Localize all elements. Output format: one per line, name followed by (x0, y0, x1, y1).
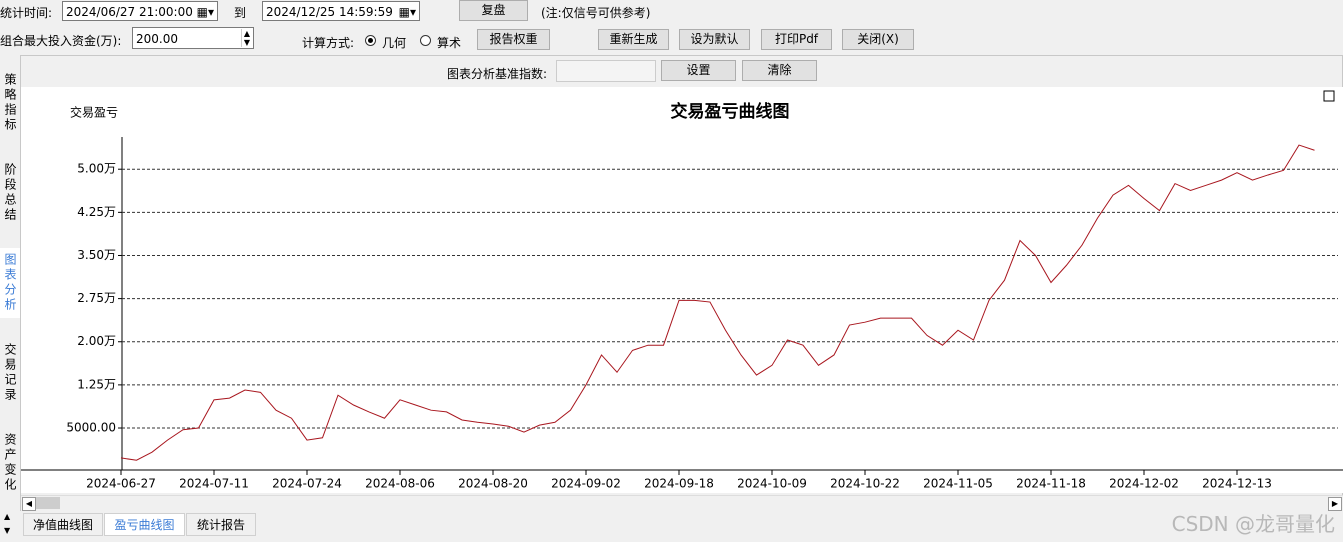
radio[interactable]: 算术 (420, 34, 461, 51)
y-tick-label: 5000.00 (66, 421, 116, 435)
date-input[interactable]: 2024/12/25 14:59:59 ▦▾ (262, 1, 420, 21)
label: 组合最大投入资金(万): (0, 34, 122, 48)
button[interactable]: 设为默认 (679, 29, 750, 50)
watermark: CSDN @龙哥量化 (1171, 512, 1335, 536)
label: 计算方式: (302, 36, 355, 50)
note: (注:仅信号可供参考) (541, 6, 651, 20)
chart-bg (21, 87, 1343, 493)
value: 2024/06/27 21:00:00 (66, 5, 193, 19)
x-tick-label: 2024-10-22 (830, 477, 900, 491)
radio-circle (420, 35, 431, 46)
pnl-line (120, 144, 1315, 461)
scroll-right[interactable]: ▶ (1328, 497, 1342, 511)
benchmark-input[interactable] (556, 60, 656, 82)
radio-label: 算术 (437, 36, 462, 50)
x-tick-label: 2024-09-18 (644, 477, 714, 491)
x-tick-label: 2024-08-06 (365, 477, 435, 491)
x-tick-label: 2024-07-24 (272, 477, 342, 491)
button[interactable]: 报告权重 (477, 29, 550, 50)
radio-label: 几何 (382, 36, 407, 50)
y-tick-label: 4.25万 (77, 205, 116, 219)
y-axis-label: 交易盈亏 (70, 105, 118, 120)
button[interactable]: 关闭(X) (842, 29, 914, 50)
scroll-left[interactable]: ◀ (22, 497, 36, 511)
x-tick-label: 2024-07-11 (179, 477, 249, 491)
date-input[interactable]: 2024/06/27 21:00:00 ▦▾ (62, 1, 218, 21)
radio[interactable]: 几何 (365, 34, 406, 51)
y-tick-label: 1.25万 (77, 377, 116, 391)
value: 2024/12/25 14:59:59 (266, 5, 393, 19)
button[interactable]: 重新生成 (598, 29, 669, 50)
x-tick-label: 2024-08-20 (458, 477, 528, 491)
x-tick-label: 2024-06-27 (86, 477, 156, 491)
button[interactable]: 清除 (742, 60, 817, 81)
x-tick-label: 2024-11-18 (1016, 477, 1086, 491)
button[interactable]: 打印Pdf (761, 29, 832, 50)
bottom-tab[interactable]: 净值曲线图 (23, 513, 103, 536)
dropdown-icon[interactable]: ▦▾ (196, 5, 214, 19)
bottom-tab[interactable]: 统计报告 (186, 513, 256, 536)
x-tick-label: 2024-12-02 (1109, 477, 1179, 491)
chart: 交易盈亏曲线图 交易盈亏 5000.00 1.25万 2.00万 2.75万 3.50万… (21, 87, 1343, 493)
button[interactable]: 设置 (661, 60, 736, 81)
x-tick-label: 2024-09-02 (551, 477, 621, 491)
radio-circle (365, 35, 376, 46)
value: 200.00 (136, 32, 178, 46)
y-tick-label: 2.75万 (77, 291, 116, 305)
scroll-thumb[interactable] (36, 497, 60, 509)
number-input[interactable]: 200.00 ▲ ▼ (132, 27, 254, 49)
side-tab[interactable]: 交易记录 (3, 343, 17, 403)
label: 统计时间: (0, 6, 53, 20)
y-tick-label: 5.00万 (77, 162, 116, 176)
x-tick-label: 2024-12-13 (1202, 477, 1272, 491)
bottom-tab[interactable]: 盈亏曲线图 (104, 513, 185, 536)
y-tick-label: 3.50万 (77, 248, 116, 262)
side-tab[interactable]: 资产变化 (3, 433, 17, 493)
scrollbar[interactable]: ◀ ▶ (21, 495, 1343, 511)
plot: 交易盈亏曲线图 交易盈亏 5000.00 1.25万 2.00万 2.75万 3.50万… (21, 90, 1343, 491)
checkbox[interactable] (1323, 90, 1335, 102)
dropdown-icon[interactable]: ▦▾ (398, 5, 416, 19)
label: 到 (234, 6, 247, 20)
spinner[interactable]: ▲ ▼ (240, 29, 252, 47)
scroll-arrows[interactable]: ▲ ▼ (4, 512, 11, 535)
y-tick-label: 2.00万 (77, 334, 116, 348)
side-tab[interactable]: 策略指标 (3, 73, 17, 133)
x-tick-label: 2024-11-05 (923, 477, 993, 491)
side-tab[interactable]: 图表分析 (0, 248, 20, 318)
chart-title: 交易盈亏曲线图 (671, 101, 790, 122)
x-tick-label: 2024-10-09 (737, 477, 807, 491)
side-tab[interactable]: 阶段总结 (3, 163, 17, 223)
label: 图表分析基准指数: (447, 67, 548, 81)
button[interactable]: 复盘 (459, 0, 528, 21)
